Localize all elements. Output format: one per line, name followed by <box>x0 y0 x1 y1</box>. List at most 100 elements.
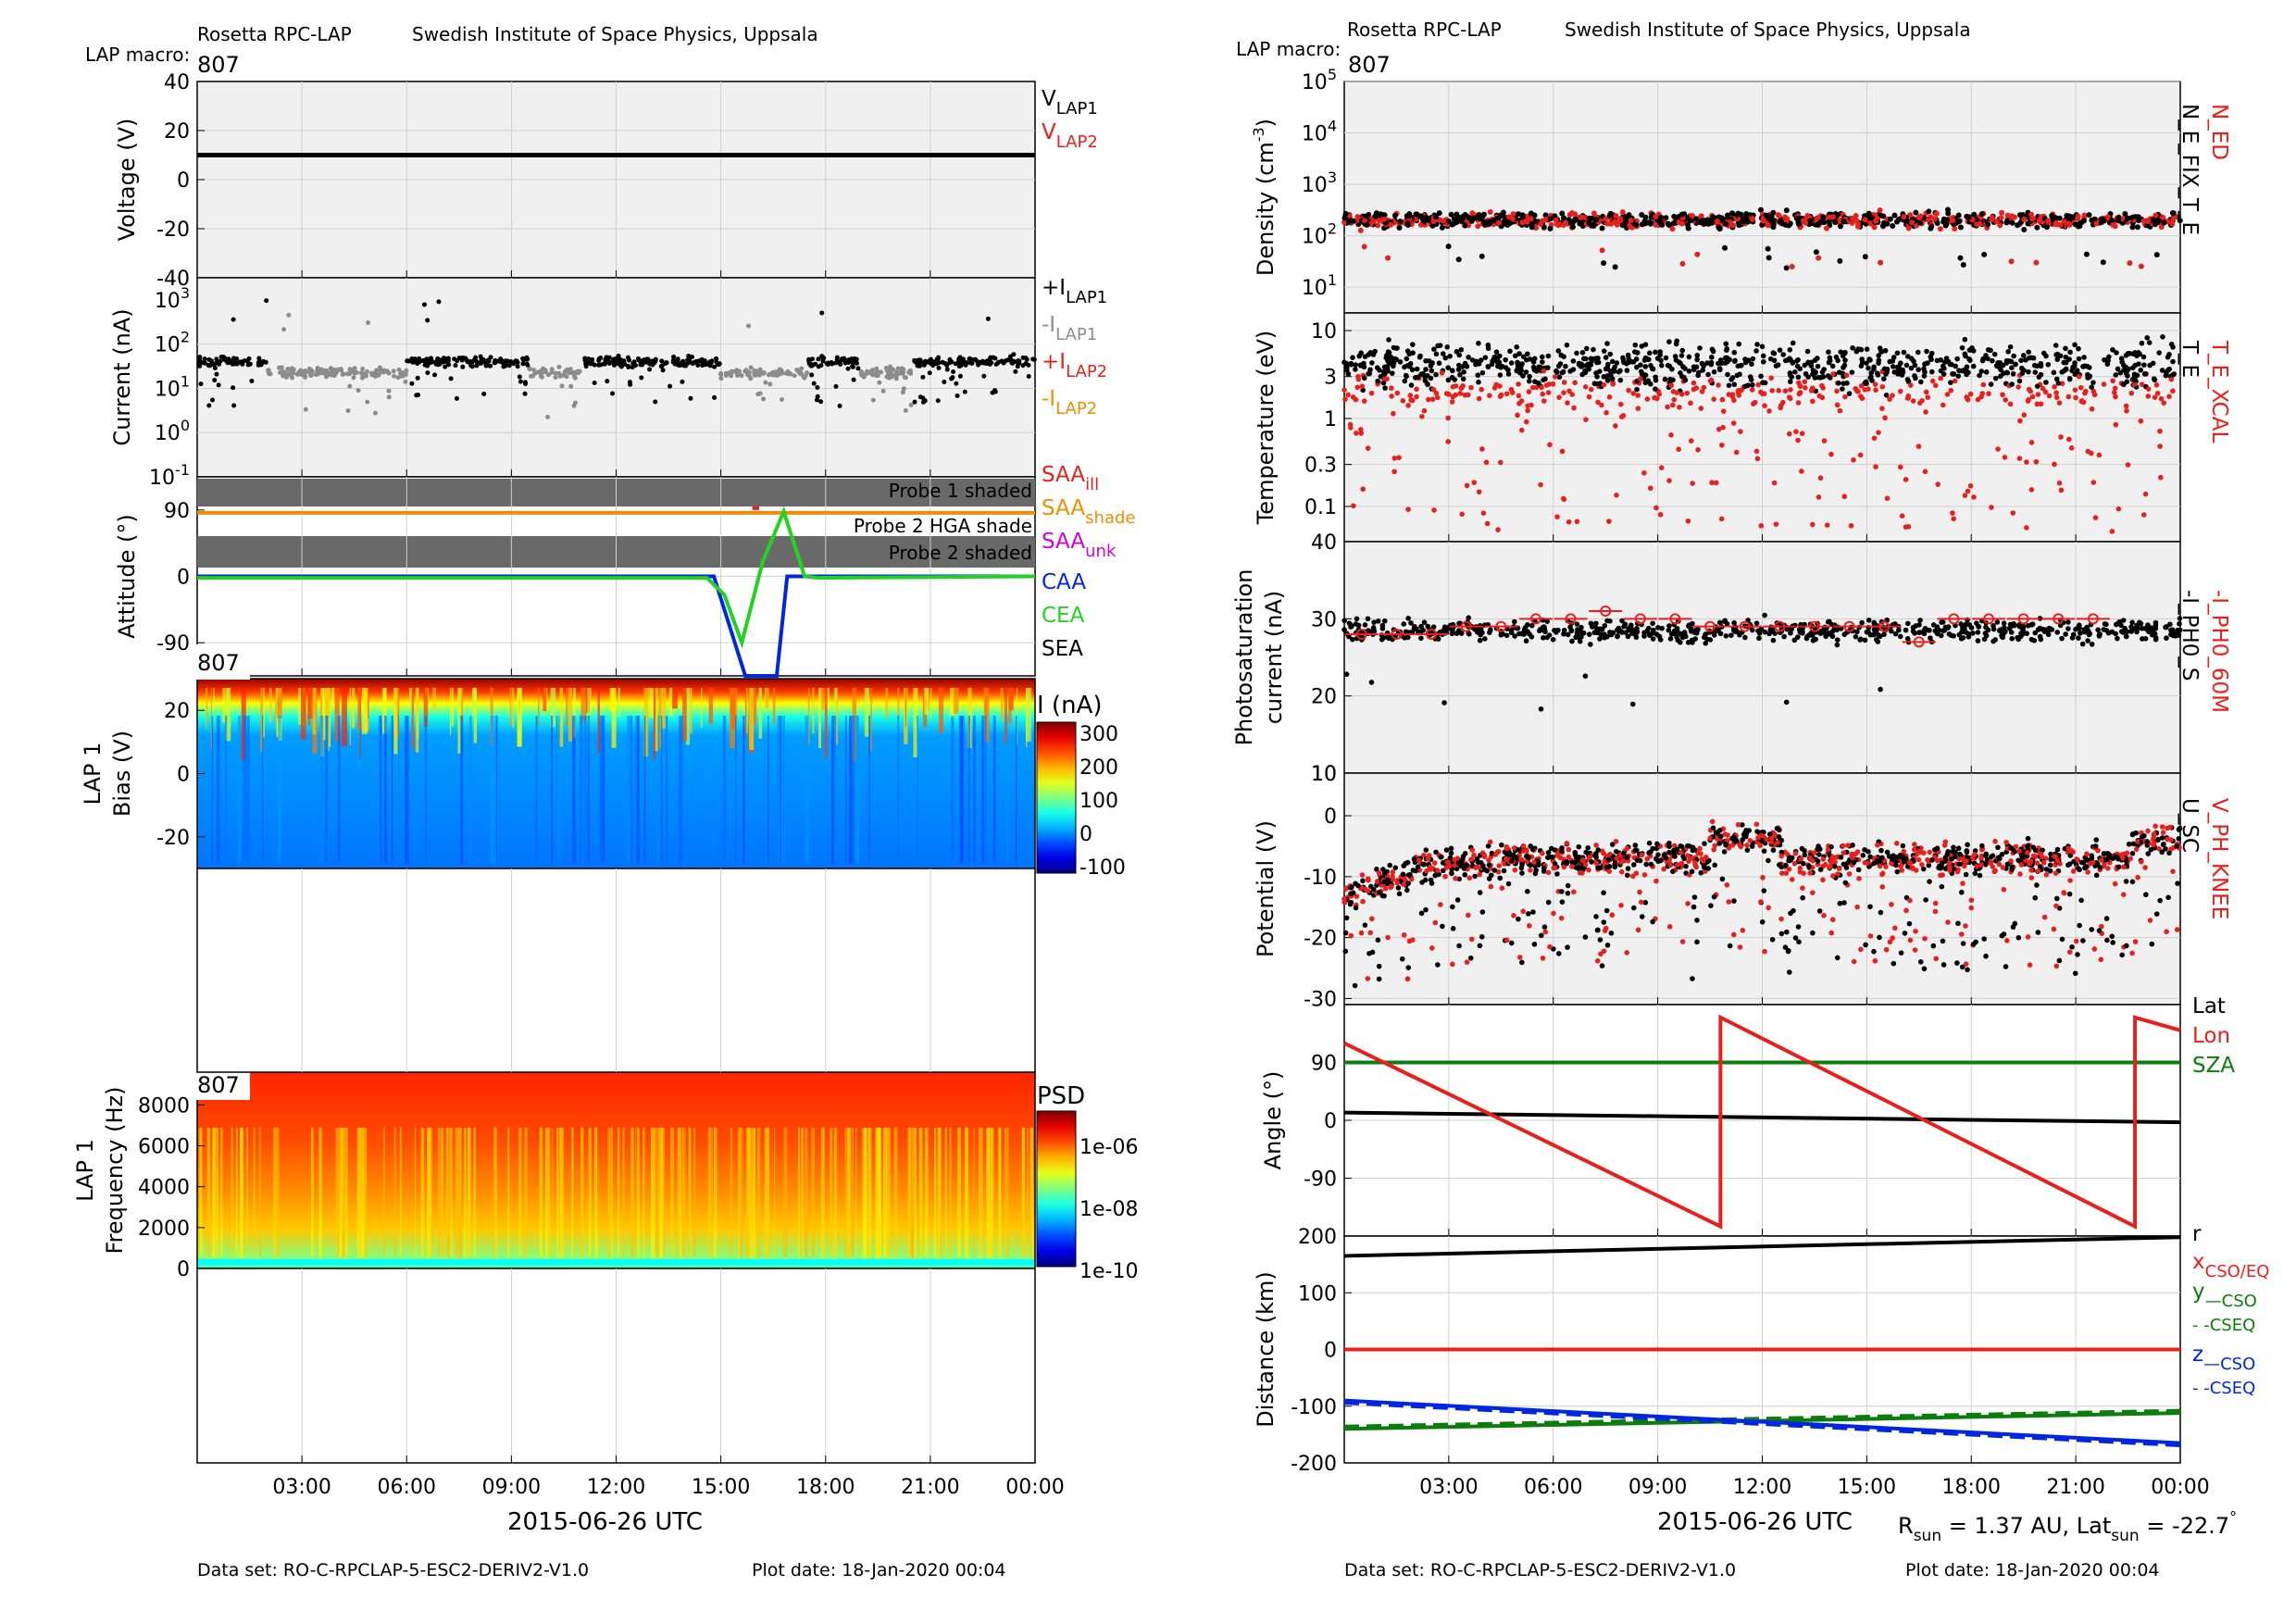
photo-point <box>2128 629 2135 634</box>
density-point <box>1705 220 1712 227</box>
spec1-streak <box>660 688 667 729</box>
current-point <box>671 354 677 359</box>
spec1-ytick: 20 <box>164 700 190 723</box>
density-point <box>1877 207 1883 214</box>
temperature-point <box>1882 347 1889 354</box>
current-point <box>231 385 236 391</box>
macro-label-left: LAP macro: <box>85 44 190 66</box>
temperature-point <box>1841 362 1848 369</box>
temperature-point <box>2073 394 2078 401</box>
spec1-column <box>958 716 961 864</box>
spec2-streak <box>689 1128 692 1257</box>
temperature-point <box>1524 418 1529 425</box>
attitude-ytick: 0 <box>177 567 190 590</box>
current-point <box>503 358 508 364</box>
temperature-point <box>2128 390 2135 396</box>
spec2-streak <box>670 1128 674 1257</box>
density-point <box>1612 264 1618 270</box>
density-point <box>1738 211 1744 218</box>
spec1-streak <box>685 688 691 745</box>
potential-point <box>1593 843 1599 848</box>
spec1-column <box>960 716 965 864</box>
photo-point <box>1717 631 1724 637</box>
temperature-point <box>1910 398 1916 404</box>
temperature-point <box>2053 343 2059 348</box>
density-point <box>1981 251 1988 257</box>
temperature-point <box>1443 391 1450 396</box>
density-point <box>1928 223 1935 230</box>
temperature-point <box>1630 391 1637 396</box>
photo-point <box>1604 633 1610 640</box>
spec1-column <box>973 716 976 864</box>
temperature-point <box>1672 354 1678 359</box>
temperature-point <box>1841 381 1847 386</box>
temperature-point <box>1417 353 1423 359</box>
temperature-point <box>1634 364 1640 370</box>
potential-point <box>1761 848 1767 854</box>
temperature-point <box>1760 353 1766 359</box>
photo-point <box>1956 631 1963 638</box>
density-point <box>1639 212 1645 219</box>
temperature-point <box>2160 333 2165 340</box>
temperature-point <box>1647 381 1653 387</box>
temperature-point <box>1674 338 1679 344</box>
temperature-point <box>1625 359 1631 366</box>
temperature-point <box>1716 382 1721 388</box>
temperature-point <box>1658 465 1665 470</box>
temperature-point <box>1653 374 1658 381</box>
spec1-streak <box>432 688 436 710</box>
temperature-point <box>1719 442 1725 448</box>
temperature-point <box>1808 363 1815 369</box>
temperature-point <box>1353 362 1359 368</box>
density-point <box>2057 221 2064 228</box>
temperature-point <box>1834 388 1840 394</box>
density-point <box>1694 251 1701 257</box>
spec2-streak <box>455 1128 459 1257</box>
photo-point <box>1645 625 1652 631</box>
spec1-cbar-tick: 300 <box>1079 723 1118 746</box>
spec2-streak <box>862 1128 866 1257</box>
spec2-ytick: 0 <box>177 1258 190 1281</box>
photo-point <box>1550 637 1556 643</box>
spec1-streak <box>1026 688 1028 748</box>
potential-point <box>1450 904 1455 910</box>
temperature-point <box>1970 363 1977 369</box>
photo-point <box>1371 619 1377 625</box>
temperature-point <box>1695 446 1701 453</box>
current-point <box>870 397 876 403</box>
temperature-point <box>1518 427 1525 433</box>
current-point <box>1016 358 1021 364</box>
photo-point <box>1892 631 1899 637</box>
current-point <box>626 363 631 369</box>
temperature-point <box>1670 402 1676 408</box>
density-point <box>1617 218 1624 224</box>
current-point <box>641 359 646 365</box>
temperature-point <box>2003 397 2008 403</box>
density-point <box>1475 223 1481 230</box>
photo-point <box>2028 636 2035 643</box>
temperature-point <box>1858 363 1865 369</box>
temperature-point <box>1405 403 1411 408</box>
temperature-point <box>1990 357 1995 364</box>
potential-point <box>1792 935 1799 941</box>
spec2-streak <box>446 1128 451 1257</box>
photo-point <box>2063 631 2068 637</box>
spec2-streak <box>677 1128 680 1257</box>
photo-point <box>1962 624 1967 630</box>
potential-point <box>1366 950 1372 956</box>
current-point <box>840 356 845 362</box>
temperature-point <box>1768 375 1775 381</box>
spec1-streak <box>672 688 678 709</box>
photo-point <box>1753 620 1760 626</box>
temperature-point <box>1483 459 1490 466</box>
photo-point <box>1527 631 1532 637</box>
density-point <box>2012 214 2018 220</box>
density-point <box>1725 212 1731 219</box>
density-point <box>1376 218 1382 224</box>
temperature-point <box>1504 391 1510 397</box>
photo-point <box>1912 631 1917 636</box>
temperature-point <box>1908 382 1914 388</box>
spec2-streak <box>875 1128 879 1257</box>
temperature-point <box>1691 380 1697 386</box>
current-point <box>942 361 948 367</box>
